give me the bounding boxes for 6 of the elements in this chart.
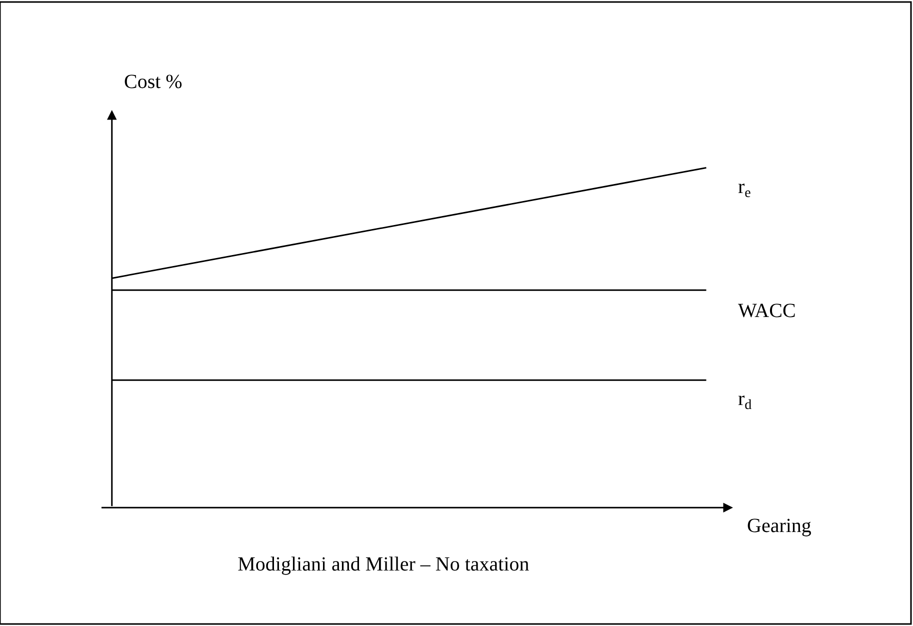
series-label: WACC bbox=[738, 300, 796, 322]
series-label: r$_{d}$ bbox=[738, 388, 752, 414]
text: Modigliani and Miller – No taxation bbox=[238, 553, 530, 576]
x-axis-title: Gearing bbox=[747, 515, 812, 537]
series-label: r$_{e}$ bbox=[738, 176, 751, 202]
y-axis-title: Cost % bbox=[124, 71, 182, 93]
